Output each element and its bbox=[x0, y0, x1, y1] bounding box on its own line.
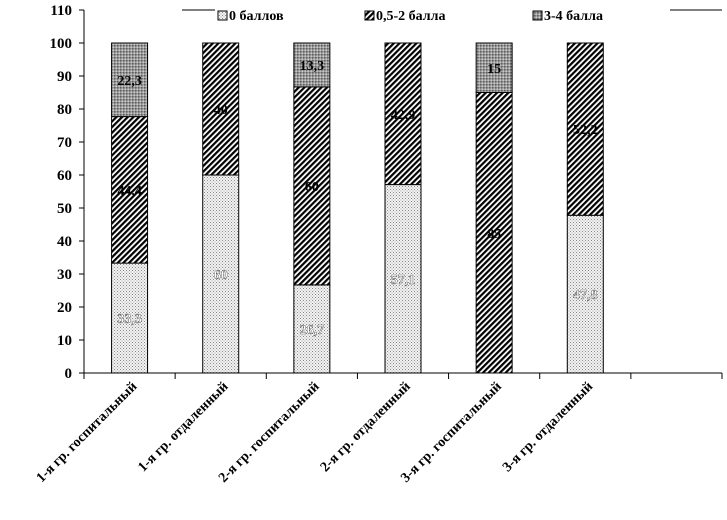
x-category-label: 2-я гр. отдаленный bbox=[318, 379, 414, 475]
y-tick-label: 20 bbox=[57, 300, 72, 316]
axes: 0 10 20 30 40 50 60 70 80 90 100 110 bbox=[50, 3, 723, 382]
data-label: 47,8 bbox=[573, 288, 598, 303]
bar-segment-3 bbox=[111, 42, 149, 118]
bar-segment-3 bbox=[475, 42, 513, 93]
legend-background bbox=[182, 7, 670, 25]
data-label: 60 bbox=[305, 180, 319, 195]
bar-segment-2 bbox=[475, 92, 513, 374]
bar-segment-3 bbox=[293, 42, 331, 88]
data-label: 44,4 bbox=[117, 184, 142, 199]
bars bbox=[111, 42, 604, 374]
data-label: 85 bbox=[487, 227, 501, 242]
data-label: 13,3 bbox=[300, 59, 325, 74]
legend-swatch-2 bbox=[364, 10, 375, 21]
y-tick-label: 80 bbox=[57, 102, 72, 118]
bar-segment-1 bbox=[111, 262, 149, 374]
bar-segment-1 bbox=[384, 184, 422, 374]
data-label: 26,7 bbox=[300, 323, 325, 338]
y-tick-label: 70 bbox=[57, 135, 72, 151]
y-tick-label: 10 bbox=[57, 333, 72, 349]
bar-segment-2 bbox=[384, 42, 422, 186]
y-tick-label: 110 bbox=[50, 3, 72, 19]
y-tick-label: 40 bbox=[57, 234, 72, 250]
legend-label-2: 0,5-2 балла bbox=[376, 9, 446, 24]
data-label: 42,9 bbox=[391, 108, 416, 123]
x-category-label: 3-я гр. госпитальный bbox=[398, 379, 505, 486]
y-tick-label: 50 bbox=[57, 201, 72, 217]
x-category-label: 2-я гр. госпитальный bbox=[216, 379, 323, 486]
data-label: 33,3 bbox=[117, 312, 142, 327]
legend-label-3: 3-4 балла bbox=[544, 9, 603, 24]
data-label: 52,2 bbox=[573, 123, 598, 138]
legend-label-1: 0 баллов bbox=[229, 9, 284, 24]
y-tick-label: 30 bbox=[57, 267, 72, 283]
bar-segment-2 bbox=[566, 42, 604, 216]
x-category-label: 3-я гр. отдаленный bbox=[500, 379, 596, 475]
bar-segment-1 bbox=[566, 214, 604, 374]
legend: 0 баллов 0,5-2 балла 3-4 балла bbox=[182, 7, 722, 25]
data-labels: 33,3 44,4 22,3 60 40 26,7 60 13,3 57,1 42,9 85 15 47… bbox=[117, 59, 598, 338]
data-label: 60 bbox=[214, 268, 228, 283]
y-tick-label: 100 bbox=[50, 36, 73, 52]
bar-segment-2 bbox=[202, 42, 240, 176]
bar-segment-2 bbox=[111, 116, 149, 264]
bar-segment-1 bbox=[293, 284, 331, 374]
data-label: 15 bbox=[487, 62, 501, 77]
y-tick-label: 0 bbox=[65, 366, 73, 382]
bar-segment-1 bbox=[202, 174, 240, 374]
data-label: 57,1 bbox=[391, 273, 416, 288]
data-label: 40 bbox=[214, 103, 228, 118]
legend-swatch-3 bbox=[532, 10, 543, 21]
data-label: 22,3 bbox=[117, 74, 142, 89]
y-tick-label: 60 bbox=[57, 168, 72, 184]
x-category-label: 1-я гр. госпитальный bbox=[34, 379, 141, 486]
bar-segment-2 bbox=[293, 86, 331, 286]
y-tick-label: 90 bbox=[57, 69, 72, 85]
legend-swatch-1 bbox=[217, 10, 228, 21]
x-category-label: 1-я гр. отдаленный bbox=[136, 379, 232, 475]
